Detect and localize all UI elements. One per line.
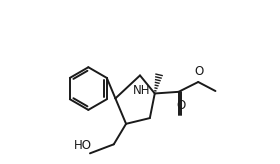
Text: NH: NH bbox=[133, 84, 150, 97]
Text: O: O bbox=[194, 65, 203, 78]
Text: HO: HO bbox=[74, 139, 92, 152]
Text: O: O bbox=[176, 99, 186, 112]
